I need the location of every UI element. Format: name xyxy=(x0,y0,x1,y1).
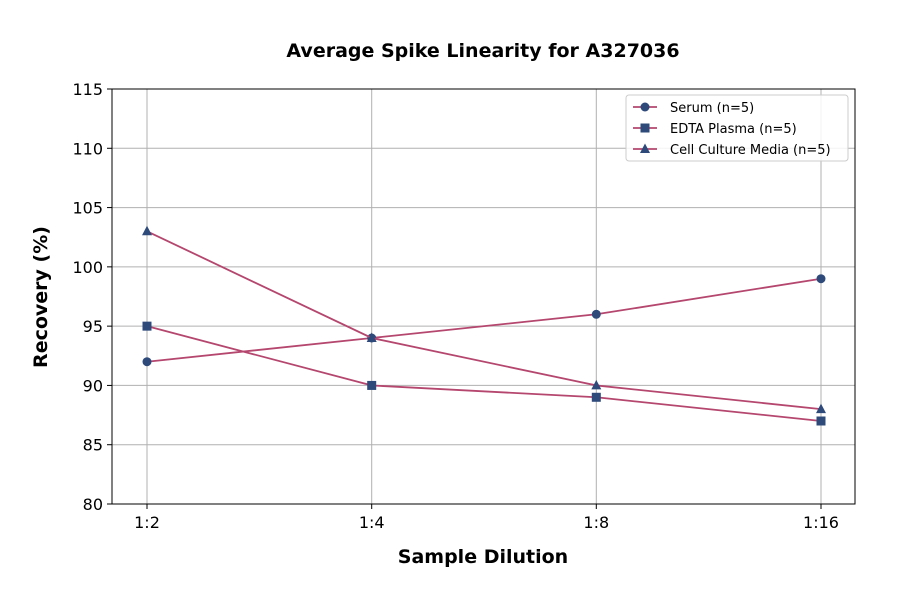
y-tick-label: 105 xyxy=(72,199,103,218)
legend-label-cell-culture-media-n: Cell Culture Media (n=5) xyxy=(670,143,831,158)
y-tick-label: 95 xyxy=(83,317,103,336)
x-tick-label: 1:16 xyxy=(803,513,839,532)
y-tick-label: 100 xyxy=(72,258,103,277)
y-tick-label: 90 xyxy=(83,376,103,395)
legend-marker-edta-plasma-n xyxy=(640,123,650,133)
y-axis-label: Recovery (%) xyxy=(30,226,52,368)
data-point-edta-plasma-n xyxy=(142,321,152,331)
y-tick-label: 110 xyxy=(72,139,103,158)
data-point-edta-plasma-n xyxy=(816,416,826,426)
x-tick-label: 1:2 xyxy=(134,513,160,532)
data-point-cell-culture-media-n xyxy=(142,225,152,236)
legend-marker-serum-n xyxy=(640,102,650,112)
data-point-serum-n xyxy=(591,309,601,319)
series xyxy=(142,225,826,426)
y-tick-label: 80 xyxy=(83,495,103,514)
data-point-cell-culture-media-n xyxy=(816,403,826,414)
series-line-serum-n xyxy=(146,277,822,363)
data-point-cell-culture-media-n xyxy=(591,379,602,390)
legend-label-edta-plasma-n: EDTA Plasma (n=5) xyxy=(670,122,797,137)
chart-title: Average Spike Linearity for A327036 xyxy=(286,40,679,62)
series-line-edta-plasma-n xyxy=(146,325,822,422)
data-point-serum-n xyxy=(816,274,826,284)
legend-box xyxy=(625,94,849,162)
legend: Serum (n=5) EDTA Plasma (n=5) Cell Culture… xyxy=(625,94,849,162)
data-point-serum-n xyxy=(142,357,152,367)
legend-marker-cell-culture-media-n xyxy=(640,143,650,153)
x-axis-label: Sample Dilution xyxy=(398,546,568,568)
plot-frame xyxy=(111,88,856,505)
x-tick-label: 1:8 xyxy=(583,513,609,532)
y-tick-label: 115 xyxy=(72,80,103,99)
data-point-edta-plasma-n xyxy=(367,380,377,390)
legend-label-serum-n: Serum (n=5) xyxy=(670,101,754,116)
y-tick-label: 85 xyxy=(83,436,103,455)
series-line-cell-culture-media-n xyxy=(146,230,822,411)
ticks: 80 85 90 95 100 105 110 115 1:2 1:4 1:8 1:16 xyxy=(72,80,839,532)
data-point-edta-plasma-n xyxy=(591,392,601,402)
x-tick-label: 1:4 xyxy=(359,513,385,532)
data-point-cell-culture-media-n xyxy=(366,332,377,342)
